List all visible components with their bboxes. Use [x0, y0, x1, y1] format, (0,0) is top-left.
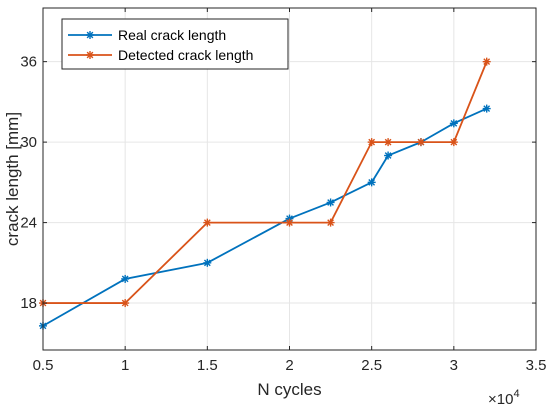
y-tick-label: 24 [20, 215, 37, 232]
y-tick-label: 18 [20, 295, 37, 312]
legend-item-2: Detected crack length [68, 47, 253, 63]
x-exponent-base: ×10 [488, 391, 513, 408]
data-point [121, 299, 130, 308]
x-tick-label: 2.5 [361, 357, 382, 374]
x-tick-label: 3.5 [526, 357, 547, 374]
legend-item-1: Real crack length [68, 27, 226, 43]
data-point [285, 218, 294, 227]
series-2 [39, 57, 491, 308]
y-axis-label: crack length [mm] [3, 112, 22, 246]
x-axis-label: N cycles [257, 380, 321, 399]
data-point [367, 178, 376, 187]
data-point [121, 274, 130, 283]
legend-marker [86, 51, 94, 59]
legend-items: Real crack length Detected crack length [68, 27, 253, 63]
data-point [203, 258, 212, 267]
x-tick-label: 1 [121, 357, 129, 374]
data-point [203, 218, 212, 227]
series-1 [39, 104, 491, 330]
data-point [449, 138, 458, 147]
data-point [482, 104, 491, 113]
x-tick-label: 1.5 [197, 357, 218, 374]
axis-ticks: 0.5 1 1.5 2 2.5 3 3.5 18 24 30 36 [20, 8, 546, 374]
data-point [416, 138, 425, 147]
x-exponent-power: 4 [513, 388, 519, 400]
data-point [384, 138, 393, 147]
data-point [326, 198, 335, 207]
x-tick-label: 0.5 [33, 357, 54, 374]
x-axis-exponent: ×104 [488, 388, 520, 408]
series-line [43, 61, 488, 304]
legend-marker [86, 31, 94, 39]
data-point [384, 151, 393, 160]
data-point [326, 218, 335, 227]
series-line [42, 107, 488, 327]
data-point [367, 138, 376, 147]
legend-box [61, 18, 289, 70]
x-tick-label: 3 [450, 357, 458, 374]
legend: Real crack length Detected crack length [61, 18, 289, 70]
series-layer [39, 57, 491, 330]
data-point [482, 57, 491, 66]
y-tick-label: 36 [20, 54, 37, 71]
y-tick-label: 30 [20, 134, 37, 151]
x-tick-label: 2 [285, 357, 293, 374]
legend-label: Real crack length [118, 27, 226, 43]
data-point [449, 119, 458, 128]
legend-label: Detected crack length [118, 47, 253, 63]
